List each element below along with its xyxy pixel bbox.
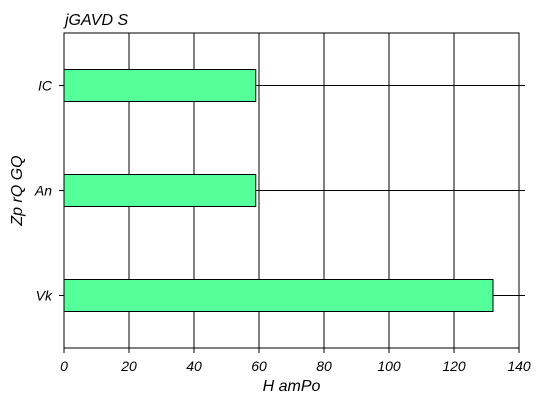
chart-title: jGAVD S: [63, 12, 128, 29]
x-tick-label: 60: [251, 358, 267, 374]
x-tick-label: 40: [186, 358, 202, 374]
x-tick-label: 0: [60, 358, 68, 374]
x-tick-label: 20: [120, 358, 137, 374]
x-tick-label: 140: [507, 358, 531, 374]
bar: [63, 279, 494, 312]
x-axis-ticks: 0 20 40 60 80 100 120 140: [60, 348, 531, 374]
y-axis-label: Zp rQ GQ: [9, 155, 26, 226]
y-axis-ticks: Vk An IC: [34, 78, 64, 304]
y-tick-label: IC: [38, 78, 53, 94]
y-tick-label: An: [34, 183, 52, 199]
x-tick-label: 120: [442, 358, 466, 374]
x-tick-label: 100: [377, 358, 401, 374]
y-tick-label: Vk: [36, 288, 53, 304]
x-axis-label: H amPo: [263, 378, 321, 395]
x-tick-label: 80: [316, 358, 332, 374]
bar: [63, 69, 257, 102]
bar: [63, 174, 257, 207]
